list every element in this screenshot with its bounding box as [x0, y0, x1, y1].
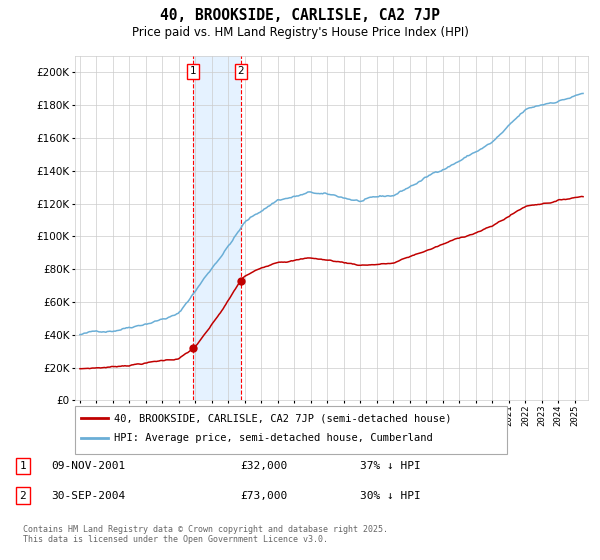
Text: 30-SEP-2004: 30-SEP-2004 [51, 491, 125, 501]
Text: 37% ↓ HPI: 37% ↓ HPI [360, 461, 421, 471]
Text: 1: 1 [190, 67, 196, 77]
Text: £32,000: £32,000 [240, 461, 287, 471]
Text: HPI: Average price, semi-detached house, Cumberland: HPI: Average price, semi-detached house,… [114, 433, 433, 444]
Bar [193, 56, 241, 400]
Text: Contains HM Land Registry data © Crown copyright and database right 2025.
This d: Contains HM Land Registry data © Crown c… [23, 525, 388, 544]
Text: Price paid vs. HM Land Registry's House Price Index (HPI): Price paid vs. HM Land Registry's House … [131, 26, 469, 39]
Text: 2: 2 [238, 67, 244, 77]
Text: 2: 2 [19, 491, 26, 501]
Text: 40, BROOKSIDE, CARLISLE, CA2 7JP (semi-detached house): 40, BROOKSIDE, CARLISLE, CA2 7JP (semi-d… [114, 413, 452, 423]
Text: 30% ↓ HPI: 30% ↓ HPI [360, 491, 421, 501]
Text: 1: 1 [19, 461, 26, 471]
Text: 40, BROOKSIDE, CARLISLE, CA2 7JP: 40, BROOKSIDE, CARLISLE, CA2 7JP [160, 8, 440, 24]
Text: 09-NOV-2001: 09-NOV-2001 [51, 461, 125, 471]
Text: £73,000: £73,000 [240, 491, 287, 501]
